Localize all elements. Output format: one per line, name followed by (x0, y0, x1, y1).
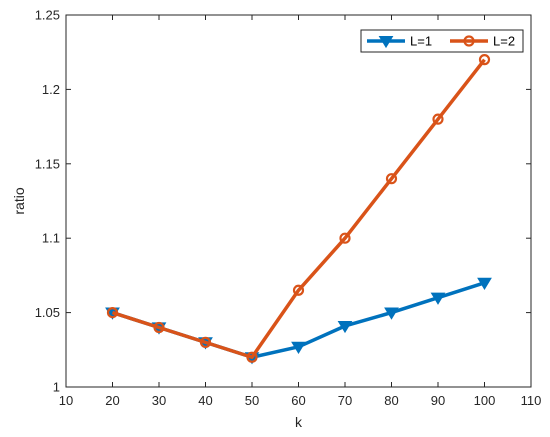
plot-area (105, 54, 492, 365)
data-point (385, 173, 398, 185)
x-tick-label: 90 (431, 393, 445, 408)
legend-marker (378, 35, 394, 49)
legend-label: L=2 (493, 34, 515, 49)
legend-item: L=1 (367, 34, 432, 49)
x-tick-label: 80 (384, 393, 398, 408)
y-tick-label: 1.25 (35, 8, 60, 23)
x-tick-label: 110 (521, 393, 542, 408)
x-tick-label: 20 (105, 393, 119, 408)
data-point (291, 341, 306, 354)
data-point (106, 307, 119, 319)
y-axis-label: ratio (11, 187, 27, 214)
legend: L=1 L=2 (360, 29, 524, 53)
x-tick-label: 100 (474, 393, 496, 408)
data-point (384, 307, 399, 320)
data-point (337, 320, 353, 334)
data-point (153, 321, 165, 334)
data-point (477, 277, 492, 290)
y-tick-label: 1.2 (42, 82, 60, 97)
series-l2 (106, 54, 491, 363)
data-point (246, 351, 258, 363)
x-axis-label: k (295, 414, 303, 430)
axes: 10 20 30 40 50 60 70 80 90 100 110 1 1.05 1.1 1.15 1.2 1… (11, 8, 541, 431)
data-point (430, 292, 446, 305)
legend-label: L=1 (410, 34, 432, 49)
x-tick-label: 30 (152, 393, 166, 408)
plot-box (65, 14, 532, 388)
data-point (199, 336, 212, 348)
x-tick-label: 40 (198, 393, 212, 408)
x-tick-label: 70 (338, 393, 352, 408)
y-tick-label: 1.15 (35, 156, 60, 171)
x-tick-label: 50 (245, 393, 259, 408)
data-point (292, 284, 305, 296)
legend-item: L=2 (450, 34, 515, 49)
data-point (339, 232, 351, 244)
data-point (432, 113, 444, 125)
legend-marker (463, 35, 475, 47)
y-tick-label: 1.1 (42, 231, 60, 246)
x-tick-label: 60 (291, 393, 305, 408)
data-point (478, 54, 491, 66)
x-tick-label: 10 (59, 393, 73, 408)
y-tick-label: 1 (53, 380, 60, 395)
series-line (111, 58, 486, 359)
legend-box (360, 29, 524, 53)
y-tick-label: 1.05 (35, 305, 60, 320)
